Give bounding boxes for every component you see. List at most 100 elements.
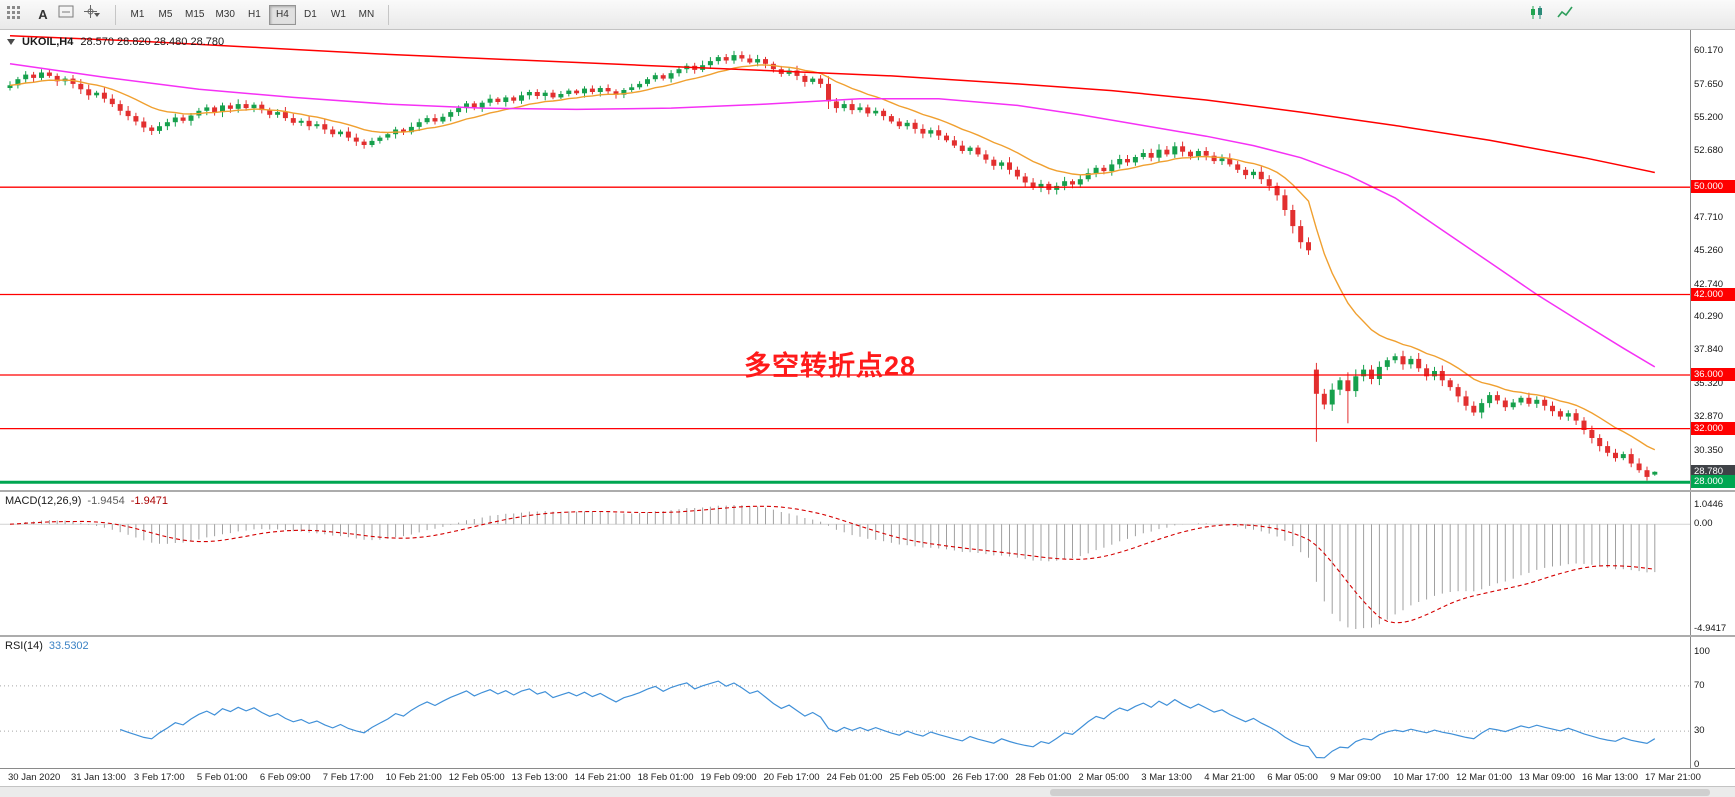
timeframe-button-group: M1 M5 M15 M30 H1 H4 D1 W1 MN [124, 4, 380, 25]
chart-ohlc-values: 28.570 28.820 28.480 28.780 [80, 36, 225, 48]
timeframe-m1-button[interactable]: M1 [124, 5, 151, 25]
timeframe-h4-button[interactable]: H4 [268, 4, 296, 25]
time-label: 30 Jan 2020 [8, 772, 61, 783]
time-label: 10 Mar 17:00 [1393, 772, 1450, 783]
time-label: 5 Feb 01:00 [196, 772, 248, 783]
macd-label: MACD(12,26,9) -1.9454 -1.9471 [5, 495, 168, 507]
rsi-line [119, 680, 1656, 759]
text-label-tool-icon[interactable] [57, 4, 81, 26]
rsi-plot [0, 680, 1690, 759]
crosshair-tool-icon[interactable] [83, 4, 107, 26]
price-tick: 55.200 [1694, 111, 1724, 123]
rsi-panel[interactable]: RSI(14) 33.5302 100 70 30 0 [0, 635, 1735, 770]
dropdown-caret-icon [93, 12, 100, 17]
toolbar-separator [115, 4, 116, 25]
time-label: 16 Mar 13:00 [1582, 772, 1638, 783]
mini-line-glyph [1557, 6, 1573, 17]
toolbar: A M1 M5 M15 M30 H1 H4 D1 W1 MN [0, 0, 1735, 30]
time-label: 17 Mar 21:00 [1644, 772, 1701, 783]
macd-panel[interactable]: MACD(12,26,9) -1.9454 -1.9471 1.0446 0.00… [0, 490, 1735, 635]
horizontal-scrollbar[interactable] [0, 786, 1735, 797]
macd-tick: -4.9417 [1694, 623, 1727, 634]
macd-tick: 1.0446 [1694, 499, 1724, 510]
rsi-axis[interactable]: 100 70 30 0 [1690, 637, 1735, 770]
time-label: 9 Mar 09:00 [1330, 772, 1381, 783]
macd-histogram [17, 505, 1656, 629]
price-tick: 32.870 [1694, 411, 1724, 422]
candlestick-view-icon[interactable] [1528, 4, 1552, 26]
time-label: 24 Feb 01:00 [826, 772, 883, 783]
time-label: 12 Mar 01:00 [1456, 772, 1513, 783]
timeframe-d1-button[interactable]: D1 [297, 5, 324, 25]
time-label: 6 Mar 05:00 [1267, 772, 1318, 783]
rsi-value: 33.5302 [48, 640, 89, 652]
time-label: 20 Feb 17:00 [763, 772, 820, 783]
candles-layer [7, 50, 1658, 481]
moving-averages-layer [9, 34, 1656, 451]
timeframe-h1-button[interactable]: H1 [241, 5, 268, 25]
current-price-badge: 28.780 [1691, 464, 1735, 478]
macd-signal-line [9, 505, 1655, 624]
price-tick: 40.290 [1694, 311, 1724, 323]
text-tool-icon[interactable]: A [31, 4, 55, 26]
crosshair-glyph [84, 4, 97, 18]
timeframe-m15-button[interactable]: M15 [180, 5, 209, 25]
chart-annotation-text[interactable]: 多空转折点28 [744, 351, 917, 381]
time-label: 13 Mar 09:00 [1519, 772, 1576, 783]
chart-symbol-period: UKOIL,H4 [22, 36, 74, 48]
macd-signal-value: -1.9471 [130, 495, 169, 507]
time-label: 18 Feb 01:00 [637, 772, 694, 783]
timeframe-m30-button[interactable]: M30 [210, 5, 239, 25]
horizontal-levels-layer [0, 186, 1690, 484]
main-chart-panel[interactable]: UKOIL,H4 28.570 28.820 28.480 28.780 多空转… [0, 30, 1735, 490]
rsi-label: RSI(14) 33.5302 [5, 640, 89, 652]
line-chart-view-icon[interactable] [1556, 4, 1580, 26]
timeframe-m5-button[interactable]: M5 [152, 5, 179, 25]
price-axis[interactable]: 60.170 57.650 55.200 52.680 47.710 45.260 42.7… [1690, 30, 1735, 490]
rsi-tick: 70 [1694, 679, 1705, 691]
timeframe-w1-button[interactable]: W1 [325, 5, 352, 25]
time-label: 3 Feb 17:00 [133, 772, 185, 783]
level-price-badge: 28.000 [1691, 475, 1735, 489]
candlestick-chart[interactable] [0, 30, 1690, 490]
rsi-tick: 30 [1694, 725, 1705, 737]
price-tick: 57.650 [1694, 78, 1724, 90]
time-label: 2 Mar 05:00 [1078, 772, 1130, 783]
tile-windows-icon[interactable] [5, 4, 29, 26]
scrollbar-thumb[interactable] [1050, 789, 1710, 796]
time-label: 28 Feb 01:00 [1015, 772, 1072, 783]
label-box-glyph [58, 5, 74, 17]
level-price-badge: 32.000 [1691, 421, 1735, 435]
price-tick: 35.320 [1694, 378, 1724, 390]
text-tool-label: A [38, 7, 48, 22]
price-tick: 45.260 [1694, 244, 1724, 256]
rsi-levels [0, 685, 1690, 732]
time-label: 12 Feb 05:00 [448, 772, 505, 783]
price-tick: 37.840 [1694, 344, 1724, 356]
rsi-indicator-name: RSI(14) [5, 640, 43, 652]
time-label: 25 Feb 05:00 [889, 772, 946, 783]
level-price-badge: 50.000 [1691, 180, 1735, 194]
collapse-chart-icon[interactable] [7, 39, 15, 45]
time-label: 3 Mar 13:00 [1141, 772, 1192, 783]
macd-axis[interactable]: 1.0446 0.00 -4.9417 [1690, 492, 1735, 635]
time-label: 14 Feb 21:00 [574, 772, 631, 783]
rsi-tick: 100 [1694, 646, 1710, 657]
price-tick: 30.350 [1694, 444, 1724, 456]
chart-title: UKOIL,H4 28.570 28.820 28.480 28.780 [7, 36, 224, 48]
macd-indicator-name: MACD(12,26,9) [5, 495, 82, 507]
level-price-badge: 36.000 [1691, 368, 1735, 381]
time-axis[interactable]: 30 Jan 2020 31 Jan 13:00 3 Feb 17:00 5 Feb … [0, 768, 1735, 786]
time-label: 10 Feb 21:00 [385, 772, 442, 783]
toolbar-separator [387, 4, 389, 25]
time-label: 13 Feb 13:00 [511, 772, 568, 783]
time-label: 19 Feb 09:00 [700, 772, 757, 783]
level-price-badge: 42.000 [1691, 287, 1735, 301]
price-tick: 42.740 [1694, 278, 1724, 290]
dots-grid-glyph [7, 5, 20, 19]
price-tick: 60.170 [1694, 44, 1724, 56]
price-tick: 52.680 [1694, 145, 1724, 157]
time-label: 26 Feb 17:00 [952, 772, 1009, 783]
timeframe-mn-button[interactable]: MN [353, 5, 380, 25]
